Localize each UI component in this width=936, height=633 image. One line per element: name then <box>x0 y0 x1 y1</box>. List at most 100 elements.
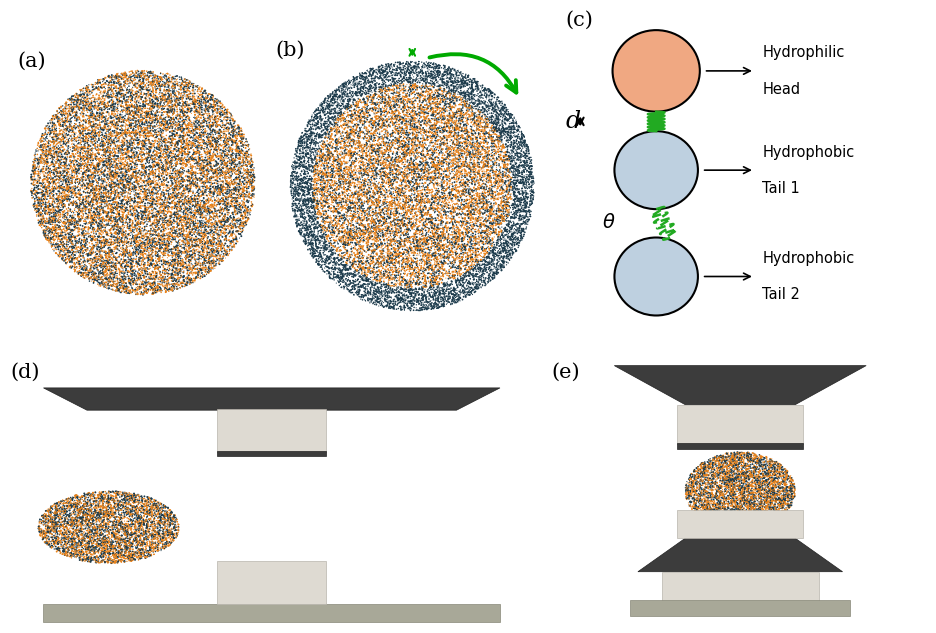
Point <box>775 468 790 479</box>
Point <box>165 128 180 139</box>
Point <box>382 287 397 298</box>
Point <box>691 472 706 482</box>
Point <box>377 203 392 213</box>
Point <box>512 230 527 241</box>
Point <box>373 253 388 263</box>
Point <box>482 223 497 233</box>
Point <box>80 531 95 541</box>
Point <box>106 491 121 501</box>
Point <box>215 199 230 210</box>
Point <box>151 218 166 229</box>
Point <box>89 83 104 93</box>
Point <box>141 77 156 87</box>
Point <box>371 166 386 176</box>
Point <box>490 247 505 257</box>
Point <box>516 229 531 239</box>
Point <box>390 298 405 308</box>
Point <box>728 492 743 503</box>
Point <box>61 546 76 556</box>
Point <box>403 259 418 269</box>
Point <box>76 179 91 189</box>
Point <box>697 466 712 476</box>
Point <box>147 156 162 166</box>
Point <box>176 100 191 110</box>
Point <box>181 81 196 91</box>
Point <box>722 522 737 532</box>
Point <box>422 187 437 197</box>
Point <box>110 89 124 99</box>
Point <box>490 135 505 146</box>
Point <box>108 508 123 518</box>
Point <box>119 132 134 142</box>
Point <box>104 179 119 189</box>
Point <box>196 258 211 268</box>
Point <box>446 237 461 248</box>
Point <box>90 220 105 230</box>
Point <box>45 512 60 522</box>
Point <box>47 136 62 146</box>
Point <box>116 115 131 125</box>
Point <box>197 203 212 213</box>
Point <box>137 254 152 264</box>
Point <box>450 234 465 244</box>
Point <box>109 266 124 276</box>
Point <box>68 110 83 120</box>
Point <box>167 225 182 235</box>
Point <box>358 98 373 108</box>
Point <box>157 135 172 146</box>
Point <box>111 172 126 182</box>
Point <box>140 112 155 122</box>
Point <box>415 87 430 97</box>
Point <box>360 188 375 198</box>
Point <box>124 209 139 219</box>
Point <box>494 203 509 213</box>
Point <box>367 183 382 193</box>
Point <box>420 97 435 107</box>
Point <box>458 154 473 165</box>
Point <box>354 218 369 229</box>
Point <box>428 249 443 259</box>
Point <box>355 68 370 78</box>
Point <box>441 77 456 87</box>
Point <box>382 180 397 191</box>
Point <box>87 257 102 267</box>
Point <box>218 225 233 235</box>
Point <box>111 237 126 247</box>
Point <box>357 287 372 297</box>
Point <box>499 251 514 261</box>
Point <box>137 177 152 187</box>
Point <box>458 196 473 206</box>
Point <box>364 276 379 286</box>
Point <box>84 546 99 556</box>
Point <box>195 237 210 247</box>
Point <box>27 161 42 172</box>
Point <box>473 118 488 128</box>
Point <box>439 138 454 148</box>
Point <box>467 128 482 138</box>
Point <box>106 88 121 98</box>
Point <box>786 489 801 499</box>
Point <box>726 496 741 506</box>
Point <box>142 139 157 149</box>
Point <box>128 548 143 558</box>
Point <box>197 179 212 189</box>
Point <box>403 178 418 188</box>
Point <box>328 215 343 225</box>
Point <box>110 526 125 536</box>
Point <box>472 180 487 191</box>
Point <box>180 166 195 177</box>
Point <box>103 545 118 555</box>
Point <box>168 523 183 534</box>
Point <box>227 184 242 194</box>
Point <box>461 234 476 244</box>
Point <box>39 537 54 547</box>
Point <box>478 225 493 235</box>
Point <box>314 151 329 161</box>
Point <box>762 515 777 525</box>
Point <box>414 75 429 85</box>
Point <box>69 517 84 527</box>
Point <box>381 85 396 95</box>
Point <box>368 229 383 239</box>
Point <box>473 263 488 273</box>
Point <box>401 225 416 235</box>
